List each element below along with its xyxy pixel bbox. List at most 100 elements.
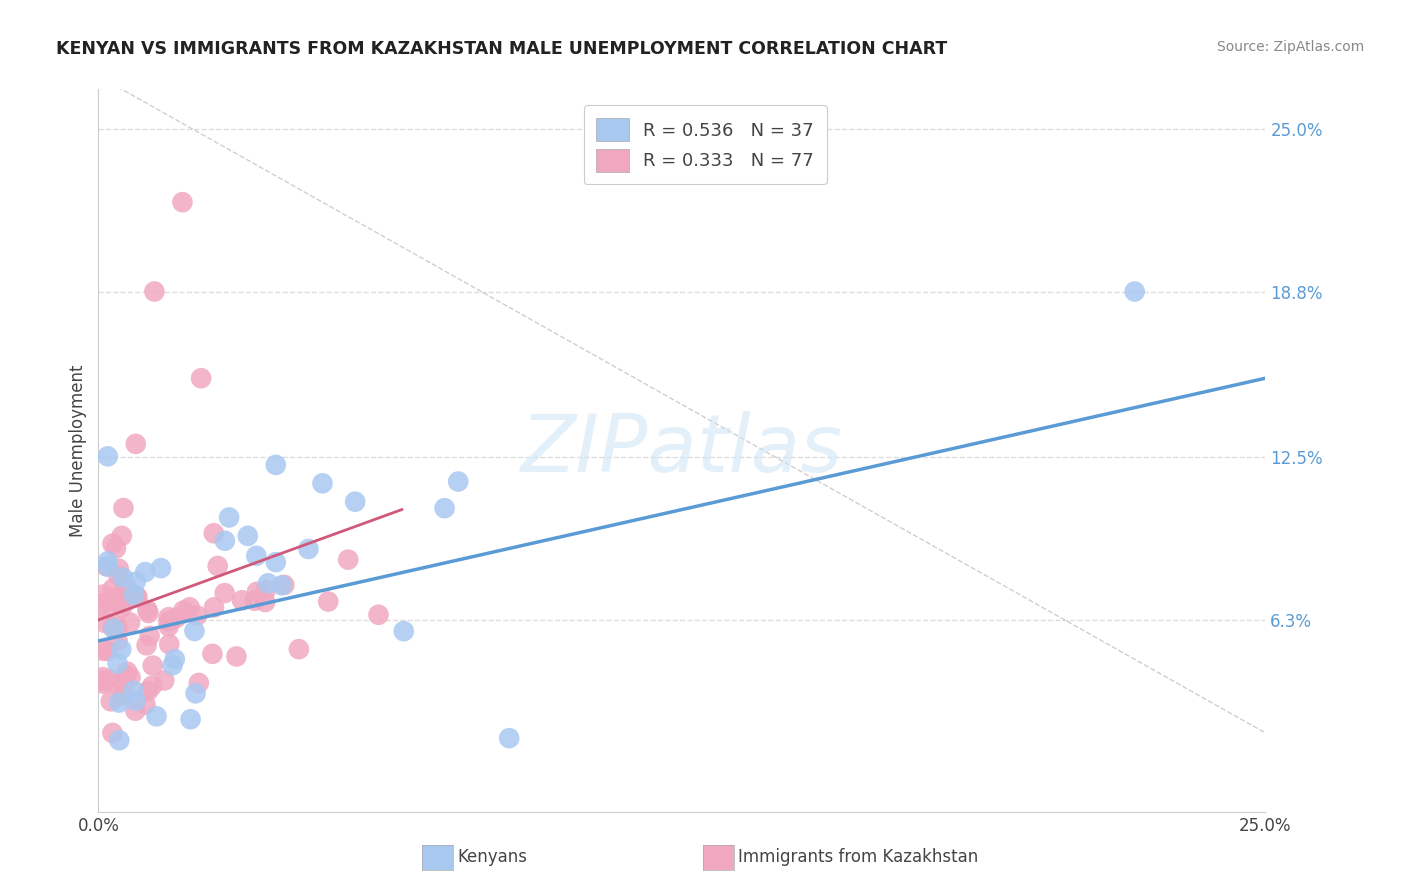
Point: [183, 624, 205, 638]
Point: [91, 670, 114, 684]
Point: [111, 600, 134, 615]
Point: [143, 285, 166, 299]
Point: [101, 537, 124, 551]
Point: [190, 371, 212, 385]
Point: [316, 594, 339, 608]
Point: [105, 618, 128, 632]
Point: [214, 586, 236, 600]
Point: [153, 673, 176, 688]
Point: [91, 644, 114, 658]
Point: [93, 596, 115, 610]
Point: [134, 565, 156, 579]
Point: [105, 541, 128, 556]
Point: [134, 698, 156, 712]
Point: [447, 475, 470, 489]
Point: [231, 593, 253, 607]
Point: [367, 607, 389, 622]
Point: [97, 559, 120, 574]
Point: [103, 622, 125, 636]
Point: [157, 637, 180, 651]
Point: [91, 588, 114, 602]
Point: [254, 583, 277, 598]
Point: [187, 676, 209, 690]
Point: [91, 673, 114, 688]
Text: Immigrants from Kazakhstan: Immigrants from Kazakhstan: [738, 848, 979, 866]
Point: [114, 578, 136, 592]
Point: [264, 458, 287, 472]
Point: [127, 590, 149, 604]
Point: [107, 634, 129, 648]
Point: [101, 582, 124, 596]
Point: [96, 559, 118, 574]
Point: [97, 450, 120, 464]
Point: [157, 610, 180, 624]
Point: [96, 644, 118, 658]
Point: [202, 526, 225, 541]
Point: [145, 709, 167, 723]
Point: [207, 559, 229, 574]
Point: [166, 610, 188, 624]
Point: [433, 501, 456, 516]
Legend: R = 0.536   N = 37, R = 0.333   N = 77: R = 0.536 N = 37, R = 0.333 N = 77: [583, 105, 827, 185]
Point: [136, 683, 159, 698]
Point: [136, 603, 159, 617]
Point: [157, 615, 180, 629]
Point: [101, 620, 124, 634]
Point: [100, 694, 122, 708]
Point: [1123, 285, 1146, 299]
Point: [122, 683, 145, 698]
Point: [98, 672, 121, 686]
Point: [392, 624, 415, 639]
Y-axis label: Male Unemployment: Male Unemployment: [69, 364, 87, 537]
Point: [243, 593, 266, 607]
Point: [110, 596, 132, 610]
Point: [186, 608, 208, 623]
Point: [172, 603, 194, 617]
Point: [124, 704, 146, 718]
Point: [125, 694, 148, 708]
Point: [101, 726, 124, 740]
Point: [108, 696, 131, 710]
Point: [297, 541, 319, 556]
Point: [149, 561, 172, 575]
Point: [107, 623, 129, 637]
Point: [138, 606, 160, 620]
Point: [122, 588, 145, 602]
Point: [110, 642, 132, 657]
Point: [218, 510, 240, 524]
Point: [105, 677, 128, 691]
Point: [288, 642, 311, 657]
Point: [107, 657, 129, 671]
Point: [264, 555, 287, 569]
Point: [111, 689, 134, 703]
Point: [254, 595, 277, 609]
Point: [107, 590, 129, 604]
Point: [214, 533, 236, 548]
Point: [114, 668, 136, 682]
Point: [114, 591, 136, 605]
Point: [201, 647, 224, 661]
Point: [172, 195, 194, 210]
Point: [246, 584, 269, 599]
Point: [135, 638, 157, 652]
Point: [273, 578, 295, 592]
Point: [125, 437, 148, 451]
Point: [157, 619, 180, 633]
Point: [245, 549, 267, 563]
Point: [94, 615, 117, 630]
Point: [107, 562, 129, 576]
Text: ZIP​atlas: ZIP​atlas: [520, 411, 844, 490]
Point: [142, 658, 165, 673]
Point: [120, 670, 142, 684]
Point: [184, 686, 207, 700]
Point: [108, 733, 131, 747]
Point: [162, 658, 184, 673]
Point: [163, 652, 186, 666]
Text: KENYAN VS IMMIGRANTS FROM KAZAKHSTAN MALE UNEMPLOYMENT CORRELATION CHART: KENYAN VS IMMIGRANTS FROM KAZAKHSTAN MAL…: [56, 40, 948, 58]
Point: [202, 600, 225, 615]
Point: [179, 600, 201, 615]
Point: [344, 494, 367, 508]
Point: [257, 576, 280, 591]
Point: [91, 676, 114, 690]
Point: [111, 570, 134, 584]
